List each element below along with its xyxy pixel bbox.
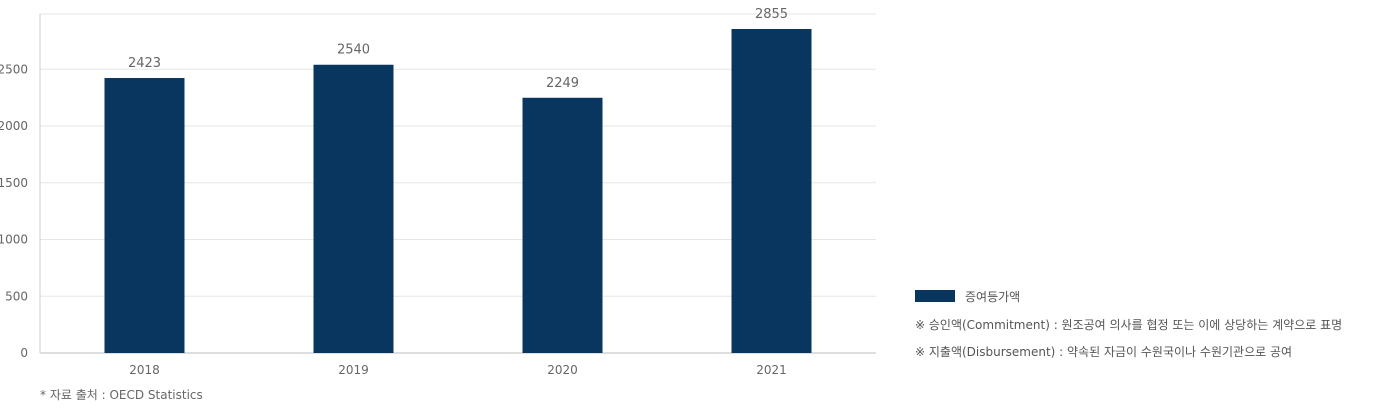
x-tick-label: 2018 — [129, 363, 160, 377]
data-label: 2249 — [546, 76, 579, 91]
bar — [104, 78, 185, 353]
note-disbursement: ※ 지출액(Disbursement) : 약속된 자금이 수원국이나 수원기관… — [915, 345, 1293, 359]
bar — [731, 29, 812, 353]
data-label: 2855 — [755, 7, 788, 22]
data-label: 2540 — [337, 43, 370, 58]
x-tick-label: 2020 — [547, 363, 578, 377]
legend-swatch — [915, 290, 955, 302]
legend-item: 증여등가액 — [915, 286, 1342, 306]
y-tick-label: 0 — [20, 346, 28, 360]
bar-chart: 0 500 1000 1500 2000 2500 2423 2018 2540 2019 2249… — [0, 7, 876, 377]
source-note: * 자료 출처 : OECD Statistics — [40, 388, 203, 402]
bar — [522, 97, 603, 354]
y-tick-label: 2500 — [0, 62, 28, 76]
legend-label: 증여등가액 — [965, 289, 1021, 304]
data-label: 2423 — [128, 56, 161, 71]
x-tick-label: 2021 — [756, 363, 787, 377]
x-tick-label: 2019 — [338, 363, 369, 377]
y-tick-label: 1500 — [0, 176, 28, 190]
y-tick-label: 1000 — [0, 233, 28, 247]
y-tick-label: 2000 — [0, 119, 28, 133]
bar — [313, 64, 394, 354]
legend: 증여등가액 ※ 승인액(Commitment) : 원조공여 의사를 협정 또는… — [915, 286, 1342, 360]
y-tick-label: 500 — [5, 289, 28, 303]
note-commitment: ※ 승인액(Commitment) : 원조공여 의사를 협정 또는 이에 상당… — [915, 318, 1343, 332]
